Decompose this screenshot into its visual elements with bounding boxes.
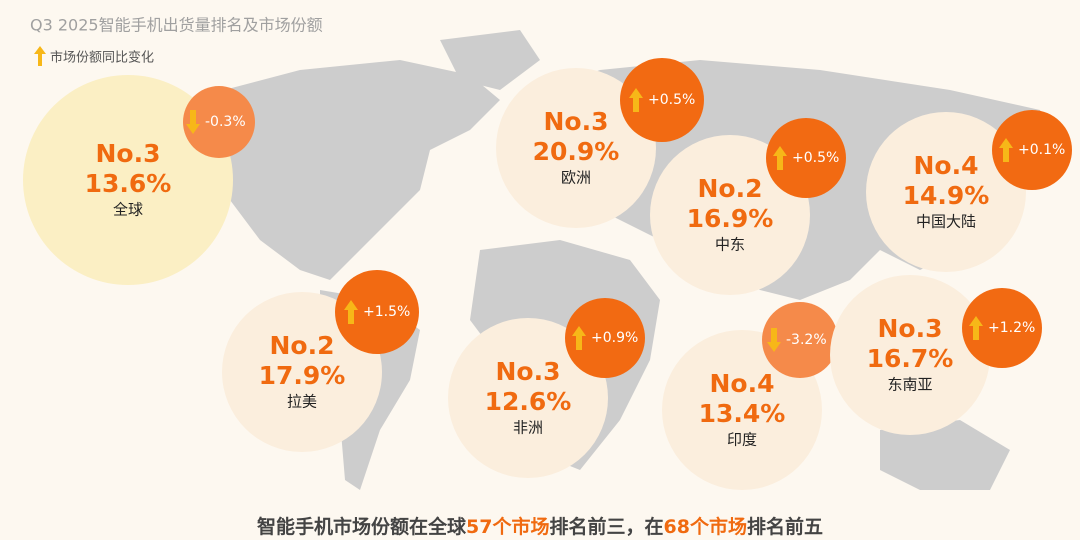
arrow-up: [629, 88, 643, 112]
change-badge: [962, 288, 1042, 368]
change-badge: [183, 86, 255, 158]
rank: No.2: [270, 331, 335, 360]
change-badge: [992, 110, 1072, 190]
region-circle: [866, 112, 1026, 272]
region-circle: [496, 68, 656, 228]
footer-text: 排名前三，在: [549, 515, 663, 538]
share: 12.6%: [485, 387, 572, 416]
share: 16.9%: [687, 204, 774, 233]
arrow-up: [572, 326, 586, 350]
share: 13.4%: [699, 399, 786, 428]
share: 16.7%: [867, 344, 954, 373]
footer-highlight: 57个市场: [466, 515, 549, 538]
region-name: 印度: [727, 431, 757, 449]
rank: No.4: [710, 369, 775, 398]
title: Q3 2025智能手机出货量排名及市场份额: [30, 16, 323, 35]
region-card: No.313.6% 全球 -0.3%: [23, 75, 255, 285]
share: 20.9%: [533, 137, 620, 166]
region-name: 非洲: [513, 419, 543, 437]
region-circle: [830, 275, 990, 435]
region-name: 东南亚: [887, 376, 932, 394]
region-card: No.312.6% 非洲 +0.9%: [448, 298, 645, 478]
arrow-up: [344, 300, 358, 324]
change-value: +0.5%: [648, 92, 695, 108]
footer-text: 智能手机市场份额在全球: [257, 515, 467, 538]
arrow-down: [767, 328, 781, 352]
change-value: +0.9%: [591, 330, 638, 346]
rank: No.3: [878, 314, 943, 343]
change-badge: [762, 302, 838, 378]
change-value: -3.2%: [786, 332, 827, 348]
share: 17.9%: [259, 361, 346, 390]
arrow-down: [186, 110, 200, 134]
legend-arrow: [34, 46, 46, 66]
rank: No.3: [96, 139, 161, 168]
footer-highlight: 68个市场: [664, 515, 747, 538]
rank: No.2: [698, 174, 763, 203]
change-badge: [335, 270, 419, 354]
change-value: +0.1%: [1018, 142, 1065, 158]
region-circle: [448, 318, 608, 478]
change-value: +1.2%: [988, 320, 1035, 336]
rank: No.3: [496, 357, 561, 386]
regions: No.313.6%全球-0.3% No.320.9%欧洲+0.5%No.216.9…: [23, 58, 1072, 490]
change-badge: [565, 298, 645, 378]
region-card: No.217.9% 拉美 +1.5%: [222, 270, 419, 452]
region-circle: [23, 75, 233, 285]
footer-text: 排名前五: [747, 515, 823, 538]
region-card: No.316.7% 东南亚 +1.2%: [830, 275, 1042, 435]
rank: No.4: [914, 151, 979, 180]
change-badge: [766, 118, 846, 198]
arrow-up: [773, 146, 787, 170]
arrow-up: [999, 138, 1013, 162]
share: 14.9%: [903, 181, 990, 210]
change-badge: [620, 58, 704, 142]
region-card: No.413.4% 印度 -3.2%: [662, 302, 838, 490]
change-value: +1.5%: [363, 304, 410, 320]
region-card: No.320.9% 欧洲 +0.5%: [496, 58, 704, 228]
region-card: No.414.9% 中国大陆 +0.1%: [866, 110, 1072, 272]
region-name: 欧洲: [561, 169, 591, 187]
rank: No.3: [544, 107, 609, 136]
footer: 智能手机市场份额在全球57个市场排名前三，在68个市场排名前五: [257, 515, 823, 538]
region-name: 中东: [715, 236, 745, 254]
region-name: 全球: [113, 201, 143, 219]
change-value: -0.3%: [205, 114, 246, 130]
arrow-up: [969, 316, 983, 340]
share: 13.6%: [85, 169, 172, 198]
region-card: No.216.9% 中东 +0.5%: [650, 118, 846, 295]
change-value: +0.5%: [792, 150, 839, 166]
region-name: 中国大陆: [916, 213, 976, 231]
region-name: 拉美: [287, 393, 317, 411]
legend-label: 市场份额同比变化: [50, 50, 154, 66]
